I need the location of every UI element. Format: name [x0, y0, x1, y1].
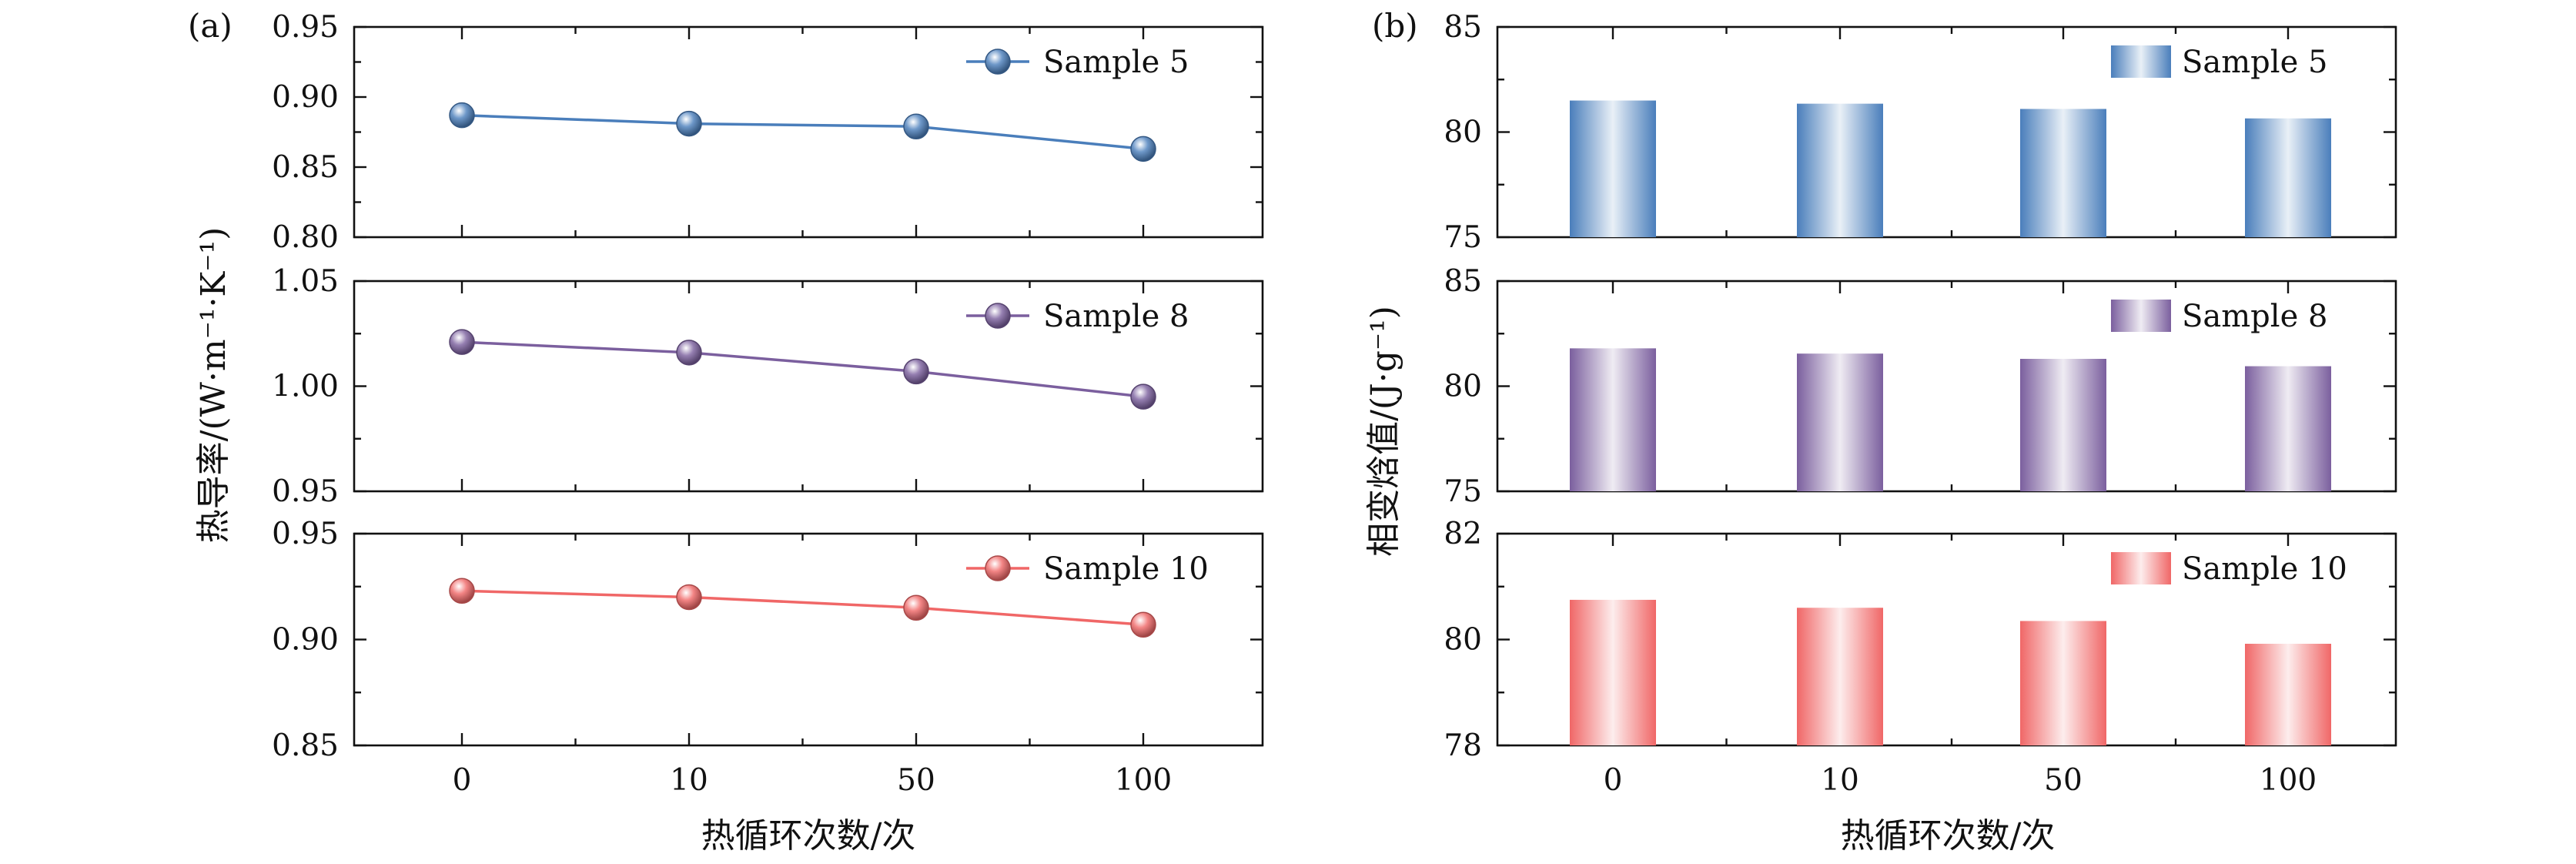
bar — [2020, 109, 2106, 237]
y-tick-label: 80 — [1444, 370, 1482, 404]
y-tick-label: 0.95 — [272, 517, 339, 551]
legend-label: Sample 8 — [2182, 299, 2327, 334]
legend-swatch — [2111, 552, 2171, 584]
x-tick-label: 50 — [897, 763, 935, 798]
bar — [1570, 599, 1656, 745]
panel-b-ylabel: 相变焓值/(J·g⁻¹) — [1364, 306, 1403, 557]
legend-label: Sample 10 — [1043, 551, 1209, 587]
x-tick-label: 50 — [2044, 763, 2083, 798]
legend-swatch — [2111, 45, 2171, 78]
legend-marker — [985, 49, 1011, 75]
panel-a-ylabel: 热导率/(W·m⁻¹·K⁻¹) — [194, 227, 233, 544]
panel-a-subplot-2: 0.95 1.00 1.05 Sample 8 — [272, 264, 1264, 509]
series-line — [461, 113, 1144, 151]
series-line — [461, 340, 1144, 398]
bar — [1797, 103, 1883, 237]
y-tick-label: 80 — [1444, 623, 1482, 658]
y-tick-label: 0.90 — [272, 80, 339, 115]
y-tick-label: 0.95 — [272, 10, 339, 45]
legend-label: Sample 10 — [2182, 551, 2347, 587]
y-tick-label: 0.85 — [272, 150, 339, 185]
legend-marker — [985, 555, 1011, 581]
bar — [1797, 353, 1883, 491]
x-tick-label: 100 — [1115, 763, 1172, 798]
panel-a-subplot-1: 0.80 0.85 0.90 0.95 Sample 5 — [272, 10, 1264, 255]
y-tick-label: 75 — [1444, 474, 1482, 509]
legend-label: Sample 5 — [1043, 45, 1189, 80]
panel-b-tag: (b) — [1372, 7, 1418, 45]
x-tick-label: 10 — [670, 763, 708, 798]
legend-label: Sample 8 — [1043, 299, 1189, 334]
series-line — [461, 589, 1144, 626]
bar — [2020, 621, 2106, 745]
data-point — [449, 102, 475, 129]
data-point — [1130, 136, 1156, 162]
bar — [1570, 100, 1656, 237]
panel-a-xlabel: 热循环次数/次 — [701, 816, 916, 856]
y-tick-label: 0.80 — [272, 220, 339, 255]
x-tick-label: 100 — [2260, 763, 2317, 798]
panel-b-subplot-3: 78 80 82 Sample 10 0 10 50 100 — [1444, 517, 2397, 798]
panel-b-xlabel: 热循环次数/次 — [1841, 816, 2056, 856]
y-tick-label: 85 — [1444, 10, 1482, 45]
data-point — [903, 113, 929, 139]
y-tick-label: 82 — [1444, 517, 1482, 551]
legend-label: Sample 5 — [2182, 45, 2327, 80]
data-point — [903, 358, 929, 385]
bar — [1797, 608, 1883, 745]
y-tick-label: 78 — [1444, 728, 1482, 763]
data-point — [676, 584, 702, 611]
data-point — [449, 578, 475, 604]
panel-b-subplot-1: 75 80 85 Sample 5 — [1444, 10, 2397, 255]
bar — [2245, 118, 2331, 237]
y-tick-label: 85 — [1444, 264, 1482, 299]
legend-marker — [985, 303, 1011, 329]
x-tick-label: 0 — [1604, 763, 1623, 798]
data-point — [676, 340, 702, 366]
bar — [1570, 348, 1656, 491]
bar — [2245, 366, 2331, 491]
y-tick-label: 1.00 — [272, 370, 339, 404]
data-point — [1130, 611, 1156, 638]
y-tick-label: 0.85 — [272, 728, 339, 763]
bar — [2020, 359, 2106, 491]
panel-b-subplot-2: 75 80 85 Sample 8 — [1444, 264, 2397, 509]
x-tick-label: 0 — [453, 763, 472, 798]
panel-a-tag: (a) — [188, 7, 233, 45]
panel-a-thermal-conductivity: (a) 热导率/(W·m⁻¹·K⁻¹) 热循环次数/次 0.80 0.85 0.90… — [188, 7, 1264, 856]
y-tick-label: 75 — [1444, 220, 1482, 255]
legend-swatch — [2111, 300, 2171, 332]
y-tick-label: 80 — [1444, 116, 1482, 150]
data-point — [1130, 383, 1156, 410]
data-point — [449, 329, 475, 355]
panel-a-subplot-3: 0.85 0.90 0.95 Sample 10 0 10 50 100 — [272, 517, 1264, 798]
y-tick-label: 0.95 — [272, 474, 339, 509]
data-point — [903, 594, 929, 621]
y-tick-label: 1.05 — [272, 264, 339, 299]
data-point — [676, 110, 702, 137]
bar — [2245, 644, 2331, 745]
x-tick-label: 10 — [1821, 763, 1859, 798]
y-tick-label: 0.90 — [272, 623, 339, 658]
